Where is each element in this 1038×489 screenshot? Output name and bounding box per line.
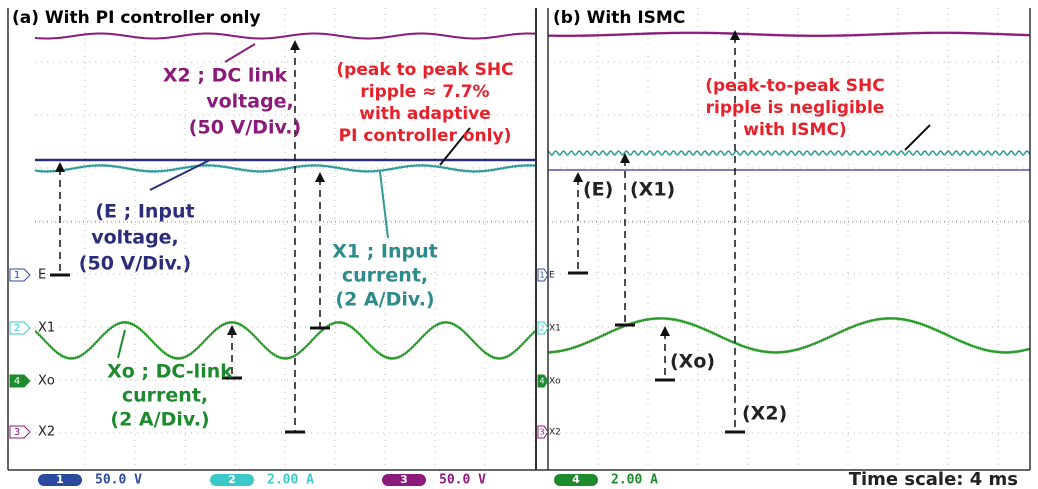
channel-number: 4 (14, 376, 20, 387)
annotation: (50 V/Div.) (189, 117, 301, 139)
channel-number: 2 (14, 323, 20, 334)
annotation: (peak to peak SHC (336, 60, 513, 80)
annotation: (Xo) (670, 351, 715, 373)
channel-number: 2 (539, 324, 544, 333)
annotation: (X1) (630, 179, 675, 201)
channel-name: E (38, 268, 46, 283)
panel-title: (b) With ISMC (553, 8, 685, 28)
channel-number: 3 (539, 428, 544, 437)
annotation: current, (342, 265, 428, 287)
annotation: ripple is negligible (706, 98, 885, 118)
annotation: (2 A/Div.) (110, 409, 209, 431)
readout-number: 4 (572, 473, 580, 486)
readout-scale: 50.0 V (439, 473, 486, 488)
annotation: (E) (583, 179, 613, 201)
annotation: voltage, (206, 91, 294, 113)
annotation: X1 ; Input (332, 241, 438, 263)
channel-name: E (549, 271, 555, 281)
annotation: X2 ; DC link (163, 65, 288, 87)
panel-title: (a) With PI controller only (12, 8, 261, 28)
annotation: (2 A/Div.) (335, 289, 434, 311)
readout-scale: 2.00 A (267, 473, 314, 488)
annotation: Xo ; DC-link (107, 361, 233, 383)
annotation: current, (122, 385, 208, 407)
annotation: (50 V/Div.) (79, 253, 191, 275)
annotation: voltage, (91, 227, 179, 249)
annotation: (peak-to-peak SHC (705, 76, 885, 96)
channel-number: 1 (539, 271, 544, 280)
annotation: ripple ≈ 7.7% (360, 82, 489, 102)
time-scale: Time scale: 4 ms (849, 469, 1018, 489)
annotation: with adaptive (359, 104, 491, 124)
channel-number: 4 (539, 377, 544, 386)
annotation: (X2) (742, 403, 787, 425)
readout-scale: 50.0 V (95, 473, 142, 488)
readout-number: 2 (228, 473, 236, 486)
annotation: (E ; Input (95, 201, 194, 223)
channel-name: X1 (549, 324, 561, 334)
channel-number: 1 (14, 270, 20, 281)
oscilloscope-figure: (a) With PI controller only (b) With ISM… (0, 0, 1038, 489)
readout-number: 1 (56, 473, 64, 486)
annotation: with ISMC) (743, 120, 846, 140)
channel-name: X2 (38, 425, 55, 440)
readout-scale: 2.00 A (611, 473, 658, 488)
channel-name: X1 (38, 321, 55, 336)
channel-name: Xo (549, 377, 561, 387)
channel-number: 3 (14, 427, 20, 438)
readout-number: 3 (400, 473, 408, 486)
channel-name: X2 (549, 428, 561, 438)
channel-name: Xo (38, 374, 55, 389)
annotation: PI controller only) (339, 126, 512, 146)
